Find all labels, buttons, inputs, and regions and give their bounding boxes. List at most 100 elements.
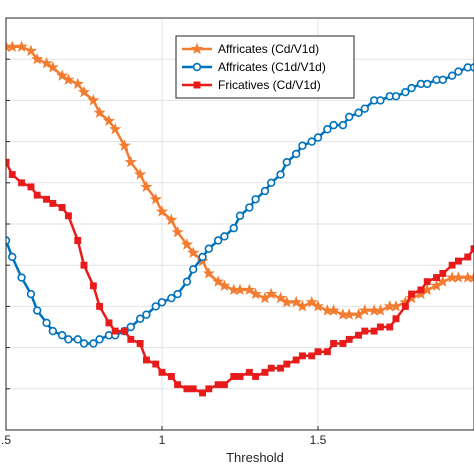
data-point — [183, 385, 191, 393]
data-point — [142, 356, 150, 364]
data-point — [136, 340, 144, 347]
data-point — [277, 364, 285, 372]
data-point — [89, 339, 98, 348]
data-point — [199, 389, 207, 397]
data-point — [134, 168, 147, 180]
data-point — [236, 372, 244, 380]
data-point — [339, 340, 347, 347]
data-point — [180, 238, 194, 250]
data-point — [376, 96, 385, 105]
legend-label: Fricatives (Cd/V1d) — [218, 78, 321, 92]
data-point — [57, 331, 67, 340]
data-point — [469, 63, 474, 72]
data-point — [31, 52, 44, 65]
data-point — [408, 290, 416, 298]
data-point — [18, 179, 26, 187]
data-point — [27, 183, 35, 191]
data-point — [105, 319, 113, 327]
data-point — [245, 368, 253, 376]
data-point — [42, 318, 51, 328]
data-point — [102, 114, 116, 127]
data-point — [252, 372, 260, 380]
data-point — [58, 204, 66, 211]
data-point — [87, 94, 100, 106]
data-point — [171, 225, 184, 238]
legend-item: Affricates (C1d/V1d) — [182, 60, 326, 74]
data-point — [167, 293, 176, 303]
data-point — [267, 178, 276, 188]
data-point — [439, 269, 447, 277]
data-point — [6, 236, 11, 245]
data-point — [392, 315, 400, 323]
legend-marker — [190, 42, 204, 55]
data-point — [361, 327, 369, 335]
data-point — [386, 323, 394, 331]
data-point — [354, 108, 363, 117]
data-point — [157, 298, 167, 307]
data-point — [235, 211, 245, 220]
x-ticks: .5 1 1.5 — [1, 58, 327, 447]
data-point — [329, 120, 338, 130]
data-point — [330, 340, 338, 347]
data-point — [198, 252, 207, 262]
data-point — [174, 381, 182, 389]
data-point — [187, 246, 200, 258]
data-point — [142, 310, 151, 319]
data-point — [423, 278, 431, 286]
data-point — [74, 237, 82, 244]
series-1 — [6, 40, 474, 320]
data-point — [433, 274, 441, 282]
data-point — [230, 372, 238, 380]
data-point — [126, 322, 136, 332]
series-2 — [6, 63, 474, 348]
data-point — [298, 352, 306, 360]
data-point — [151, 302, 160, 311]
series-3 — [6, 158, 474, 397]
data-point — [77, 85, 91, 98]
data-point — [282, 158, 291, 167]
x-axis-label: Threshold — [226, 450, 284, 465]
data-point — [213, 236, 223, 245]
data-point — [149, 192, 162, 205]
data-point — [40, 56, 53, 69]
data-point — [305, 295, 318, 308]
data-point — [173, 289, 182, 299]
series-layer — [6, 40, 474, 397]
data-point — [220, 381, 228, 389]
data-point — [345, 335, 353, 343]
data-point — [189, 265, 198, 274]
data-point — [313, 133, 323, 142]
data-point — [260, 186, 270, 196]
data-point — [56, 69, 69, 81]
data-point — [205, 385, 213, 393]
data-point — [135, 314, 145, 323]
data-point — [265, 287, 278, 300]
data-point — [374, 304, 387, 316]
data-point — [370, 327, 378, 335]
data-point — [43, 195, 51, 203]
data-point — [249, 287, 262, 300]
data-point — [140, 180, 153, 193]
data-point — [464, 253, 472, 261]
data-point — [338, 120, 348, 130]
data-point — [118, 139, 131, 151]
data-point — [155, 205, 169, 217]
data-point — [111, 327, 119, 335]
data-point — [417, 286, 425, 294]
data-point — [447, 71, 457, 80]
data-point — [165, 213, 178, 226]
data-point — [6, 158, 10, 166]
data-point — [218, 279, 231, 291]
data-point — [15, 40, 28, 52]
data-point — [283, 360, 291, 368]
data-point — [467, 271, 474, 283]
data-point — [274, 291, 287, 304]
data-point — [79, 339, 89, 348]
data-point — [32, 306, 42, 315]
data-point — [296, 300, 309, 312]
x-tick-label: 1 — [159, 433, 166, 447]
data-point — [345, 112, 354, 122]
data-point — [24, 44, 38, 57]
data-point — [220, 232, 229, 241]
